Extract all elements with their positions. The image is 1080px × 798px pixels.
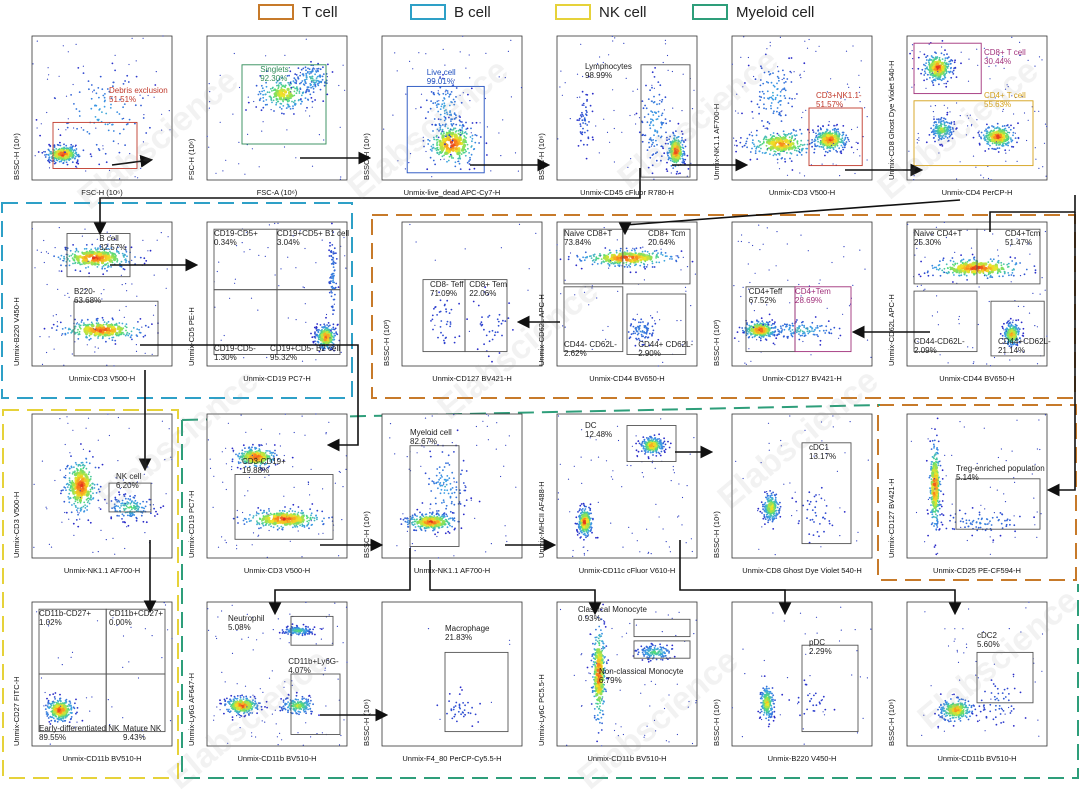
gating-diagram: T cell B cell NK cell Myeloid cell Debri… [0,0,1080,780]
